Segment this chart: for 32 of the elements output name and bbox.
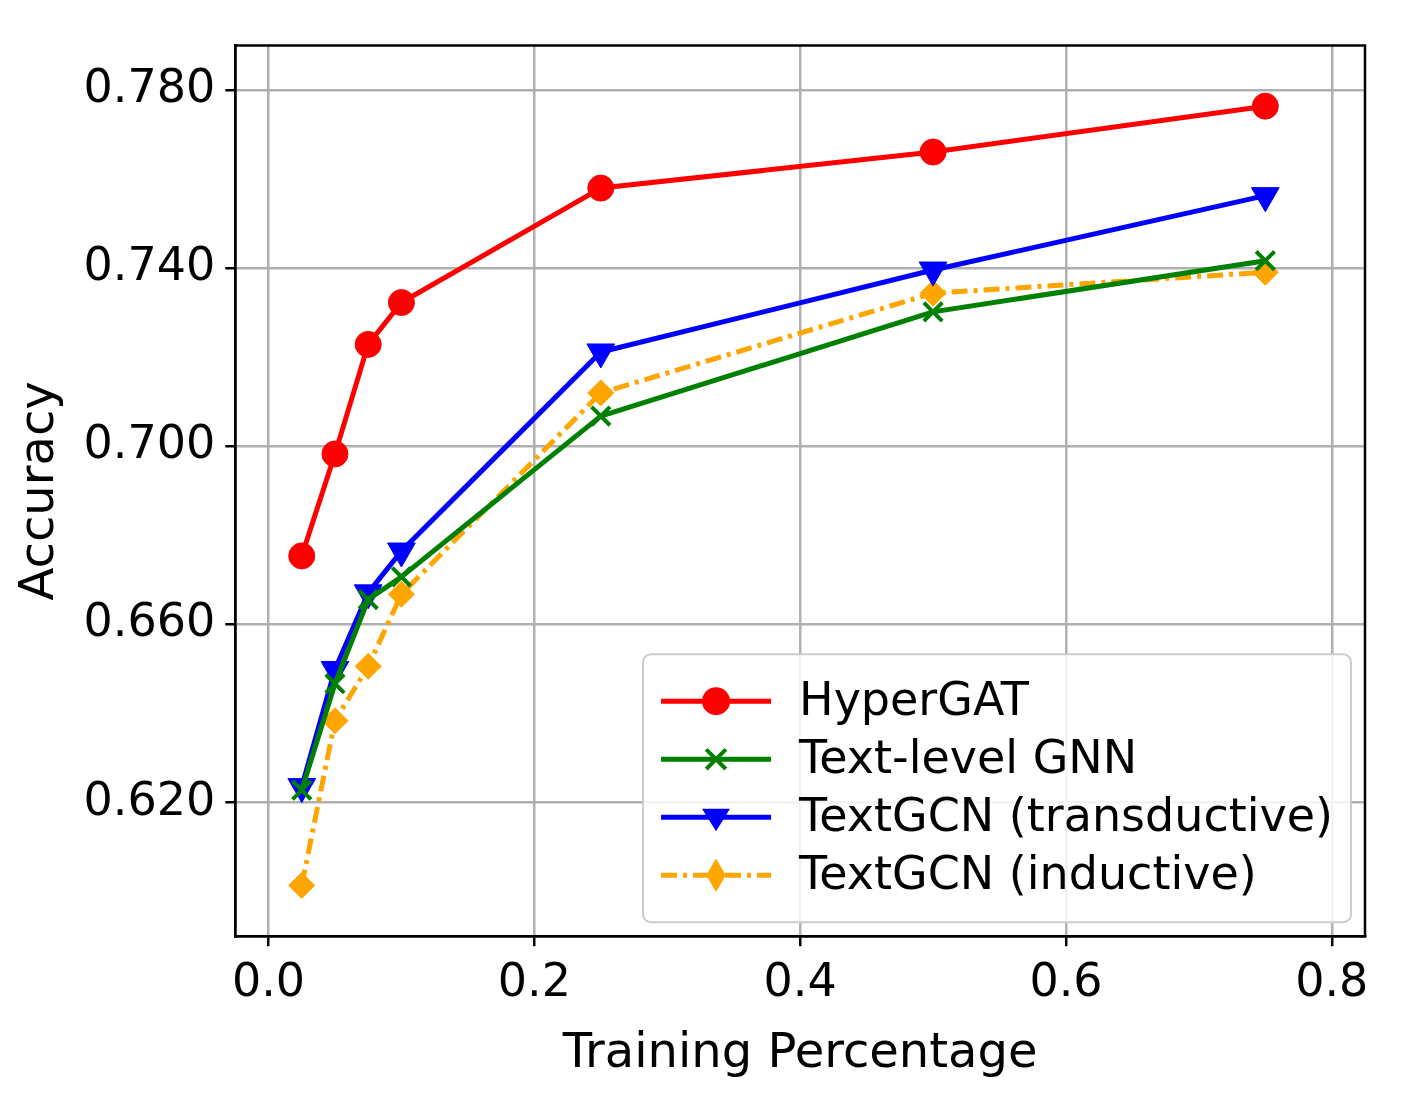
point (323, 672, 347, 695)
x-tick-label: 0.0 (231, 952, 306, 1007)
point (587, 379, 615, 407)
point (354, 330, 382, 358)
point (288, 871, 316, 899)
x-tick-label: 0.6 (1029, 952, 1103, 1007)
point (288, 542, 316, 570)
legend-label: HyperGAT (799, 672, 1030, 727)
point (589, 404, 612, 428)
y-tick-label: 0.780 (83, 59, 216, 114)
x-tick-label: 0.2 (497, 952, 571, 1007)
x-tick-label: 0.4 (763, 952, 837, 1007)
point (921, 300, 945, 324)
point (387, 289, 415, 317)
x-axis-title: Training Percentage (561, 1021, 1038, 1078)
point (390, 565, 413, 589)
y-tick-label: 0.620 (83, 771, 216, 826)
point (321, 440, 349, 468)
y-tick-label: 0.740 (83, 237, 216, 292)
point (387, 580, 415, 608)
point (587, 174, 615, 202)
x-tick-label: 0.8 (1295, 952, 1369, 1007)
y-tick-label: 0.700 (83, 415, 216, 470)
point (354, 652, 382, 680)
point (919, 138, 947, 166)
point (1251, 92, 1279, 120)
y-axis-title: Accuracy (8, 381, 65, 601)
legend-label: Text-level GNN (798, 730, 1138, 785)
legend-label: TextGCN (transductive) (798, 788, 1333, 843)
y-tick-label: 0.660 (83, 593, 216, 648)
point (1254, 249, 1277, 272)
legend-label: TextGCN (inductive) (798, 846, 1257, 901)
